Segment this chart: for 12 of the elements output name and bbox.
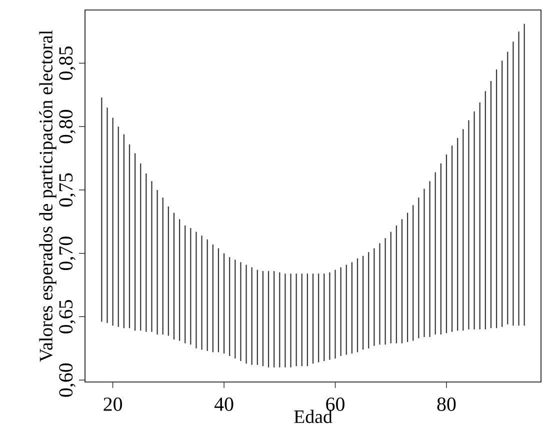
x-tick-label: 80: [437, 398, 456, 411]
x-tick-label: 60: [326, 398, 344, 411]
x-axis-title: Edad: [294, 410, 332, 424]
y-tick-label: 0,75: [59, 173, 76, 207]
x-tick-label: 20: [104, 398, 122, 411]
y-axis-title: Valores esperados de participación electoral: [39, 30, 56, 362]
y-tick-label: 0,60: [59, 363, 76, 397]
y-tick-label: 0,80: [59, 110, 76, 144]
y-tick-label: 0,85: [59, 46, 76, 80]
y-tick-label: 0,65: [59, 300, 76, 334]
x-tick-label: 40: [214, 398, 234, 411]
y-tick-label: 0,70: [59, 236, 76, 270]
